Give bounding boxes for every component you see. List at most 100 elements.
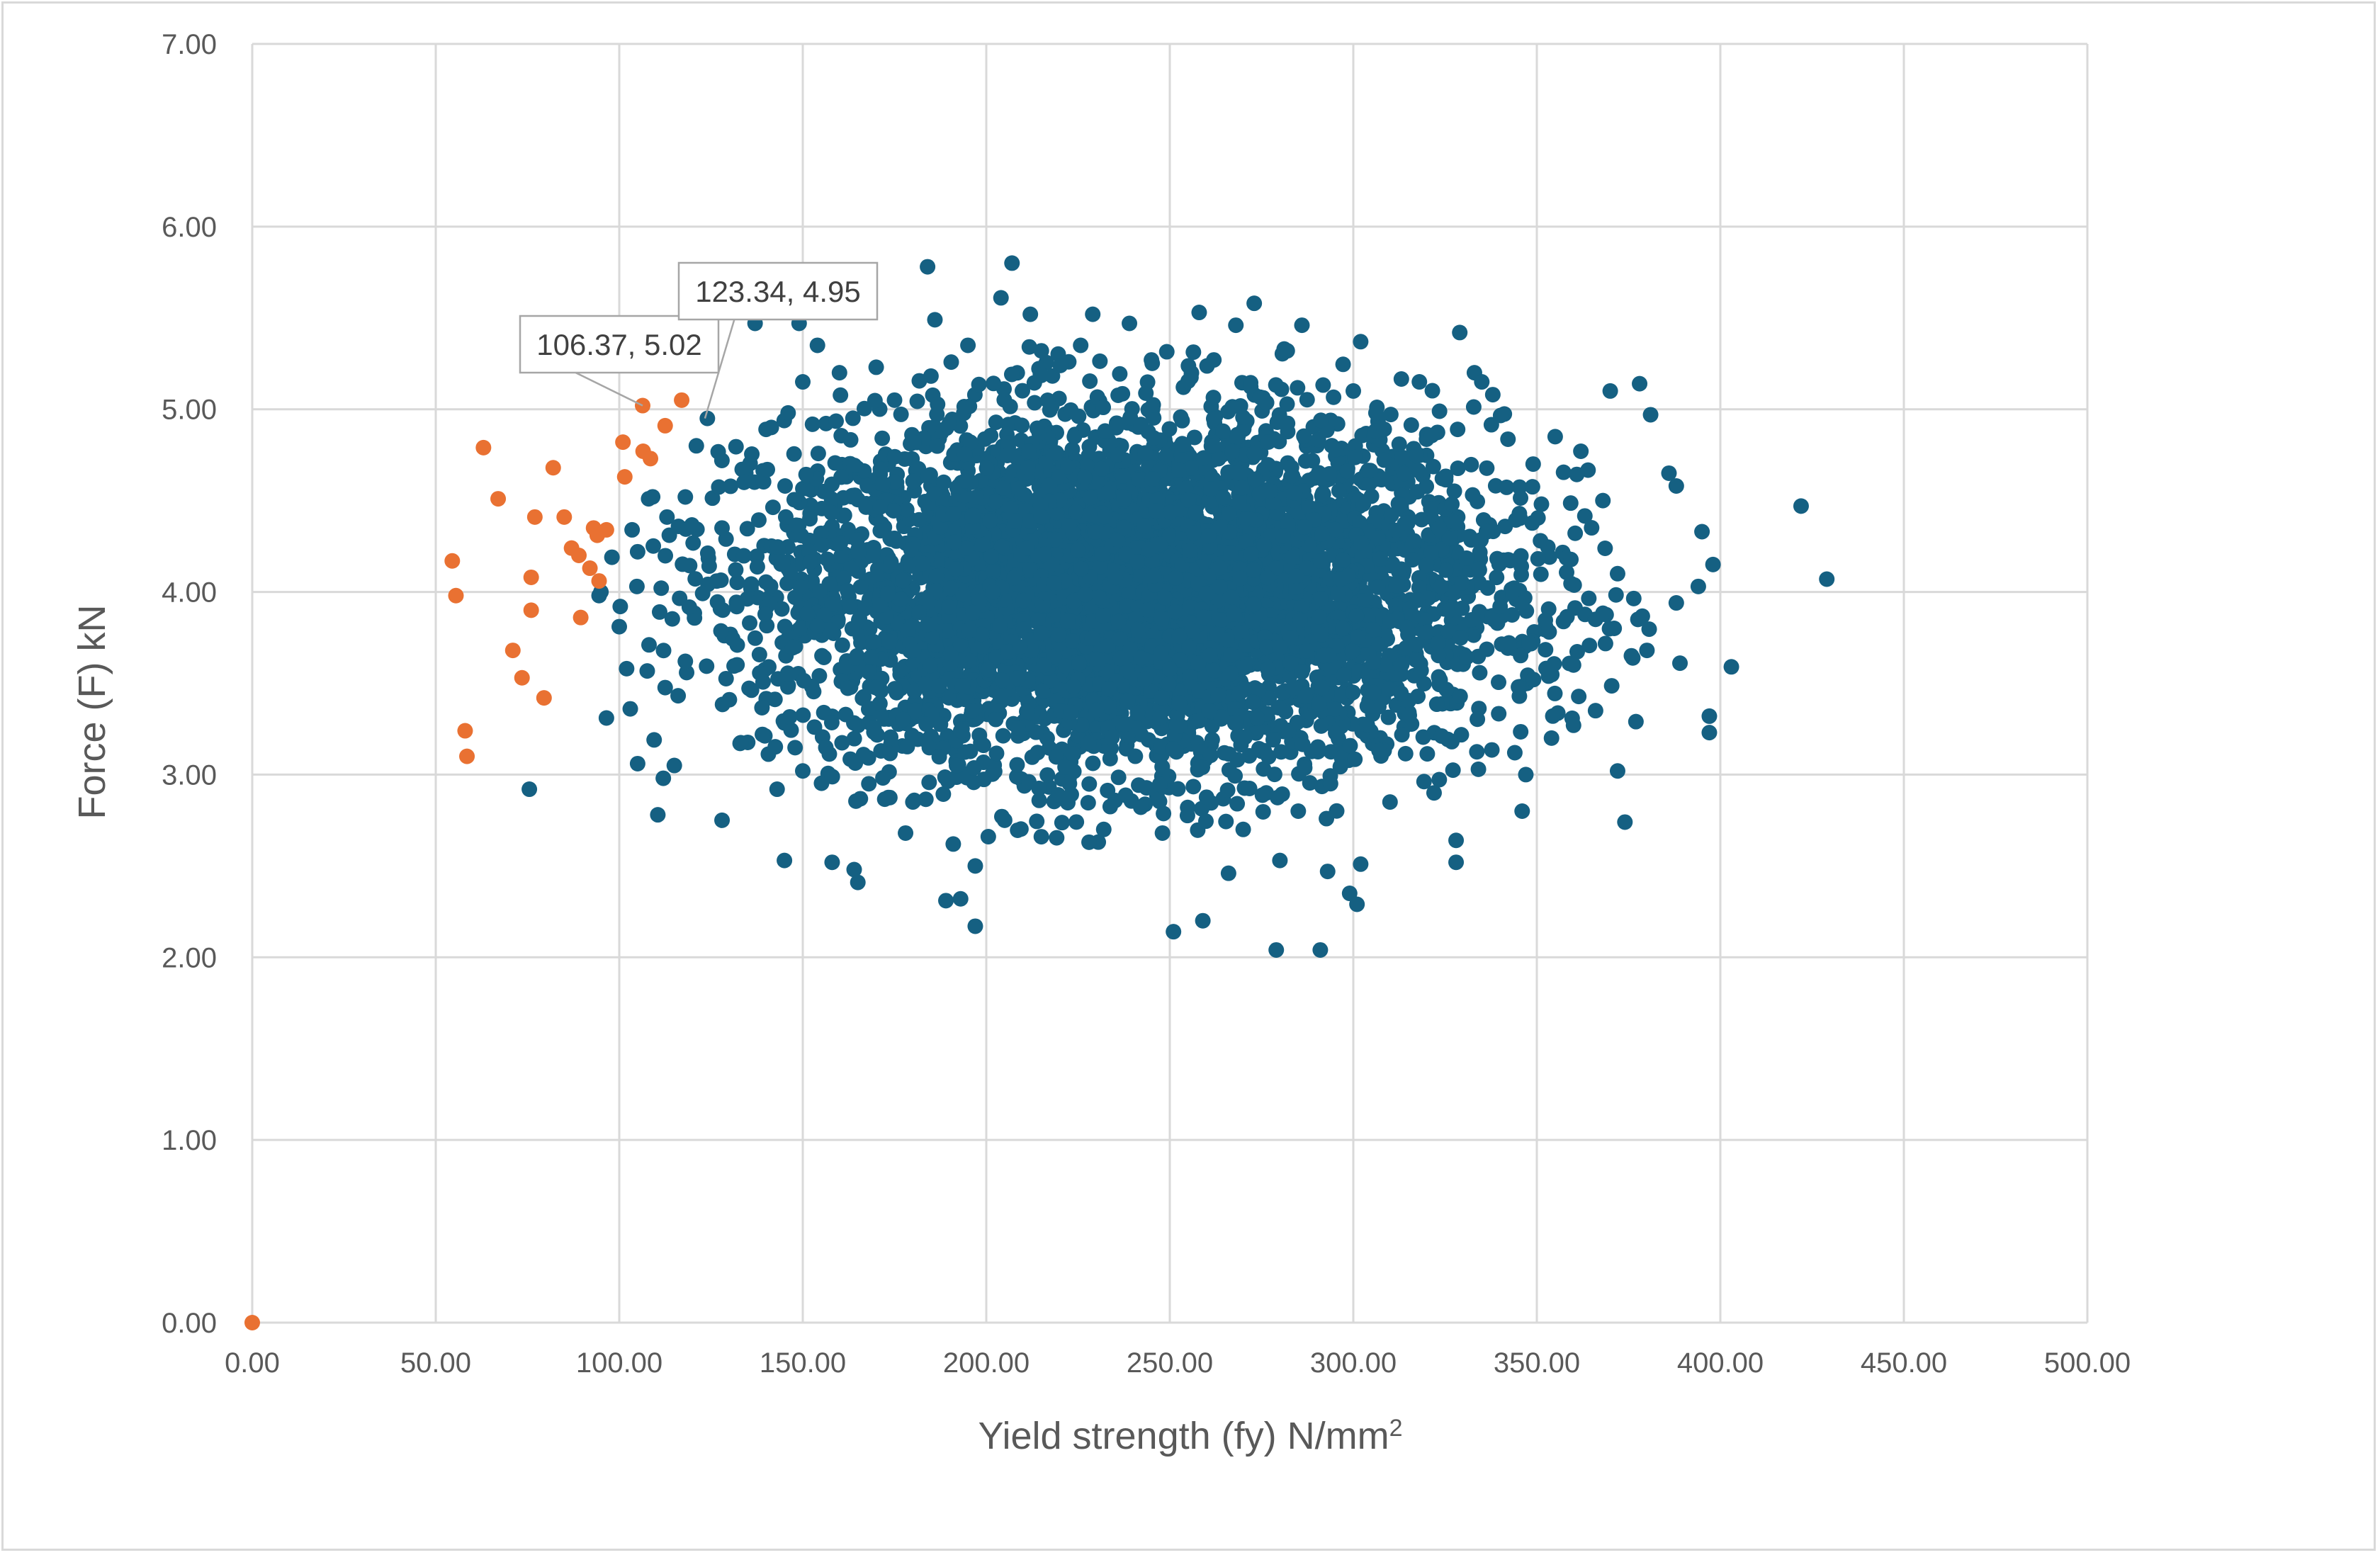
data-point — [1397, 745, 1414, 762]
data-point — [852, 611, 868, 627]
data-point — [1082, 490, 1098, 506]
data-point — [946, 534, 962, 550]
data-point — [1121, 584, 1137, 601]
data-point — [1469, 744, 1485, 760]
data-point — [1035, 657, 1051, 674]
data-point — [1195, 450, 1212, 466]
data-point — [893, 592, 909, 608]
data-point — [1479, 460, 1495, 476]
data-point — [966, 760, 982, 776]
data-point — [852, 791, 869, 807]
data-point — [1472, 665, 1488, 681]
data-point — [935, 786, 952, 803]
data-point — [734, 461, 750, 477]
data-point — [1245, 694, 1261, 711]
data-point — [1299, 643, 1315, 659]
data-point — [1446, 483, 1462, 499]
data-point — [788, 517, 804, 533]
data-point — [728, 439, 744, 455]
data-point — [948, 757, 964, 774]
data-point — [1290, 380, 1306, 396]
data-point — [1332, 571, 1348, 587]
data-point — [1431, 403, 1448, 419]
data-point — [992, 618, 1008, 634]
data-point — [1063, 704, 1079, 720]
data-point — [743, 576, 760, 592]
data-point — [1569, 466, 1585, 482]
data-point — [1095, 400, 1112, 416]
data-point — [1137, 671, 1154, 687]
y-tick-label: 1.00 — [162, 1125, 217, 1156]
data-point — [1057, 658, 1073, 674]
x-tick-label: 350.00 — [1494, 1347, 1580, 1379]
data-point — [1359, 716, 1375, 733]
data-point — [856, 400, 872, 417]
data-point — [670, 688, 687, 704]
data-point — [1156, 805, 1172, 822]
data-point — [1144, 471, 1161, 487]
data-point — [1304, 453, 1321, 469]
data-point — [1065, 746, 1081, 762]
data-point — [1322, 776, 1338, 792]
data-point — [709, 594, 726, 610]
data-point — [1489, 570, 1505, 586]
data-point — [1204, 732, 1220, 748]
data-point — [1513, 595, 1530, 611]
data-point — [1136, 518, 1152, 534]
data-point — [1297, 689, 1314, 705]
x-tick-label: 400.00 — [1677, 1347, 1764, 1379]
data-point — [1584, 520, 1600, 536]
data-point — [921, 774, 937, 791]
data-point — [858, 499, 874, 515]
data-point — [939, 623, 955, 639]
data-point — [1061, 776, 1078, 792]
data-point — [1470, 648, 1487, 665]
data-point — [628, 578, 645, 594]
data-point — [1408, 447, 1424, 463]
data-point — [1365, 655, 1382, 671]
data-point — [1191, 713, 1207, 729]
data-point — [1530, 510, 1546, 526]
data-point — [1224, 399, 1241, 415]
data-point — [1530, 550, 1546, 567]
data-point — [1107, 570, 1124, 586]
data-point — [1115, 468, 1131, 484]
data-point — [1408, 636, 1424, 652]
data-point — [1327, 701, 1343, 717]
y-tick-label: 2.00 — [162, 942, 217, 973]
data-point — [1410, 688, 1426, 704]
data-point — [1581, 638, 1598, 654]
data-point — [1068, 504, 1084, 520]
data-point — [859, 477, 876, 494]
data-point — [1377, 657, 1393, 673]
series-1 — [521, 255, 1835, 958]
data-point — [1009, 769, 1025, 785]
data-point — [1228, 714, 1244, 730]
data-point — [1219, 782, 1236, 798]
data-point — [1409, 484, 1426, 500]
data-point — [1104, 730, 1120, 746]
data-point — [1294, 664, 1310, 680]
data-point — [1359, 698, 1375, 714]
data-point — [1273, 744, 1290, 760]
y-tick-label: 5.00 — [162, 395, 217, 426]
data-point — [728, 562, 744, 578]
data-point — [1190, 655, 1207, 672]
data-point — [657, 679, 673, 696]
data-point — [1295, 736, 1311, 752]
data-point — [833, 548, 850, 564]
data-point — [1015, 592, 1032, 609]
data-point — [1217, 745, 1233, 761]
data-point — [1002, 398, 1018, 414]
data-point — [986, 375, 1002, 392]
data-point — [1246, 445, 1263, 461]
data-point — [1268, 377, 1284, 393]
data-point — [1433, 728, 1450, 744]
data-point — [892, 662, 908, 678]
data-point — [1416, 774, 1432, 790]
data-point — [1039, 767, 1056, 783]
data-point — [1577, 508, 1593, 524]
data-point — [792, 620, 808, 636]
data-point — [1416, 676, 1432, 692]
